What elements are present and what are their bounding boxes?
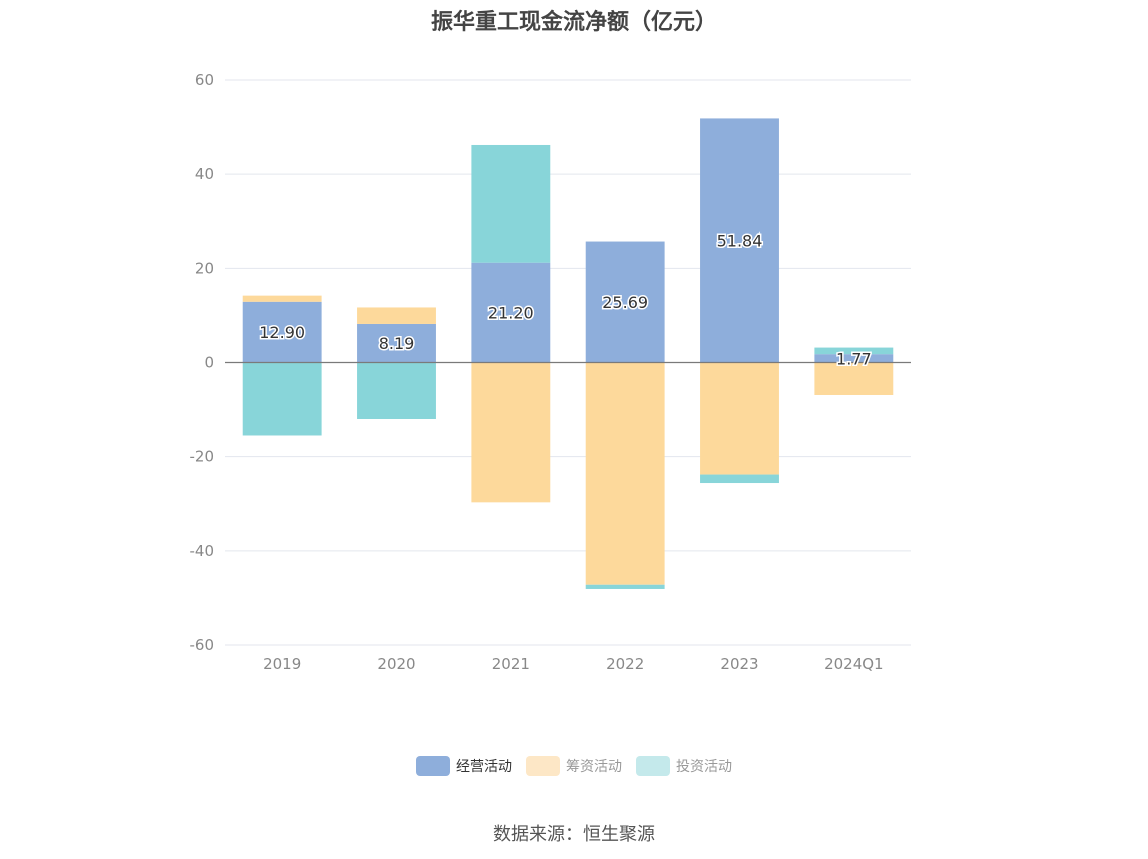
chart-title: 振华重工现金流净额（亿元） <box>430 10 717 35</box>
data-label: 51.84 <box>717 231 763 250</box>
x-tick-label: 2022 <box>606 655 644 673</box>
bar-investing <box>242 362 322 436</box>
x-tick-label: 2023 <box>720 655 758 673</box>
bar-investing <box>700 474 779 484</box>
legend-label-financing: 筹资活动 <box>566 759 622 775</box>
bar-operating <box>585 241 665 363</box>
legend-item-financing[interactable]: 筹资活动 <box>526 756 622 776</box>
x-tick-label: 2024Q1 <box>824 655 884 673</box>
legend-swatch-investing <box>636 756 670 776</box>
bar-operating <box>814 354 894 363</box>
data-label: 25.69 <box>602 293 648 312</box>
y-tick-label: -20 <box>190 448 215 466</box>
y-tick-label: 40 <box>195 165 214 183</box>
bar-financing <box>585 362 665 585</box>
legend-item-operating[interactable]: 经营活动 <box>416 756 512 776</box>
x-tick-label: 2021 <box>492 655 530 673</box>
bar-operating <box>242 301 322 363</box>
bar-financing <box>814 362 894 395</box>
y-tick-label: 60 <box>195 71 214 89</box>
chart-legend: 经营活动 筹资活动 投资活动 <box>0 756 1148 776</box>
bar-investing <box>814 347 894 355</box>
x-tick-label: 2020 <box>377 655 415 673</box>
chart-source: 数据来源：恒生聚源 <box>493 824 655 845</box>
bar-operating <box>357 323 436 363</box>
data-label: 21.20 <box>488 304 534 323</box>
legend-swatch-financing <box>526 756 560 776</box>
data-label: 1.77 <box>836 349 872 368</box>
legend-label-operating: 经营活动 <box>456 759 512 775</box>
legend-swatch-operating <box>416 756 450 776</box>
chart-plot: -60 -40 -20 0 20 40 60 2019 2020 2021 2022 2023 2024… <box>190 71 911 673</box>
x-tick-label: 2019 <box>263 655 301 673</box>
data-label: 12.90 <box>259 323 305 342</box>
bar-operating <box>700 118 779 363</box>
bar-financing <box>700 362 779 475</box>
y-tick-label: 0 <box>204 354 214 372</box>
legend-label-investing: 投资活动 <box>676 759 732 775</box>
bar-investing <box>357 362 436 419</box>
y-tick-label: -60 <box>190 636 215 654</box>
y-tick-label: 20 <box>195 259 214 277</box>
bar-investing <box>471 144 551 263</box>
bar-operating <box>471 262 551 363</box>
bar-financing <box>471 362 551 503</box>
bar-financing <box>242 295 322 302</box>
data-label: 8.19 <box>379 334 415 353</box>
legend-item-investing[interactable]: 投资活动 <box>636 756 732 776</box>
y-tick-label: -40 <box>190 542 215 560</box>
bar-investing <box>585 584 665 589</box>
bar-financing <box>357 307 436 324</box>
